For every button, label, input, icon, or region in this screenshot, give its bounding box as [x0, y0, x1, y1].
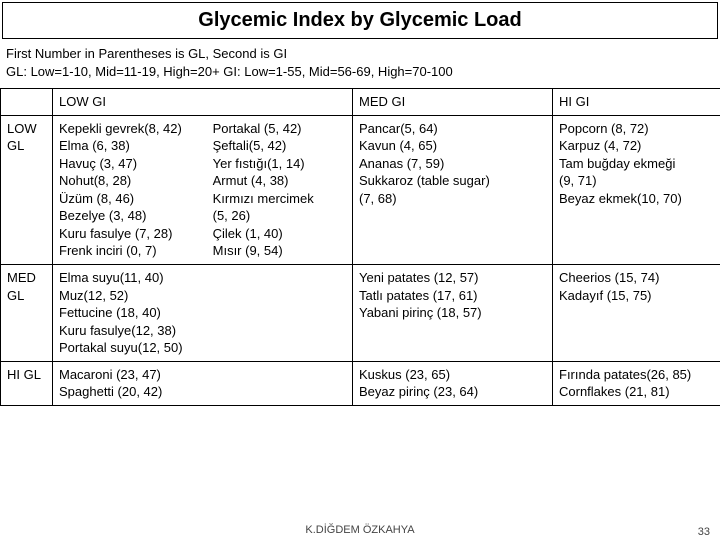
- header-blank: [1, 89, 53, 116]
- row-hi-gl: HI GL Macaroni (23, 47)Spaghetti (20, 42…: [1, 361, 720, 405]
- label-text: LOW: [7, 121, 37, 136]
- cell-low-gl-hi-gi: Popcorn (8, 72)Karpuz (4, 72)Tam buğday …: [553, 115, 720, 264]
- cell-low-gl-med-gi: Pancar(5, 64)Kavun (4, 65)Ananas (7, 59)…: [353, 115, 553, 264]
- cell-med-gl-hi-gi: Cheerios (15, 74)Kadayıf (15, 75): [553, 265, 720, 362]
- page-number: 33: [698, 526, 710, 538]
- header-hi-gi: HI GI: [553, 89, 720, 116]
- subtitle: First Number in Parentheses is GL, Secon…: [0, 41, 720, 88]
- cell-hi-gl-med-gi: Kuskus (23, 65)Beyaz pirinç (23, 64): [353, 361, 553, 405]
- label-text: MED: [7, 270, 36, 285]
- footer-author: K.DİĞDEM ÖZKAHYA: [0, 524, 720, 536]
- low-gi-subcol-2: Portakal (5, 42)Şeftali(5, 42)Yer fıstığ…: [213, 120, 343, 260]
- table-header-row: LOW GI MED GI HI GI: [1, 89, 720, 116]
- cell-hi-gl-hi-gi: Fırında patates(26, 85)Cornflakes (21, 8…: [553, 361, 720, 405]
- row-label-hi-gl: HI GL: [1, 361, 53, 405]
- cell-hi-gl-low-gi: Macaroni (23, 47)Spaghetti (20, 42): [53, 361, 353, 405]
- label-text: GL: [7, 138, 24, 153]
- cell-med-gl-med-gi: Yeni patates (12, 57)Tatlı patates (17, …: [353, 265, 553, 362]
- subtitle-line-1: First Number in Parentheses is GL, Secon…: [6, 46, 287, 61]
- row-med-gl: MED GL Elma suyu(11, 40)Muz(12, 52)Fettu…: [1, 265, 720, 362]
- row-label-med-gl: MED GL: [1, 265, 53, 362]
- subtitle-line-2: GL: Low=1-10, Mid=11-19, High=20+ GI: Lo…: [6, 64, 453, 79]
- low-gi-subcol-1: Kepekli gevrek(8, 42)Elma (6, 38)Havuç (…: [59, 120, 209, 260]
- label-text: GL: [7, 288, 24, 303]
- cell-low-gl-low-gi: Kepekli gevrek(8, 42)Elma (6, 38)Havuç (…: [53, 115, 353, 264]
- row-low-gl: LOW GL Kepekli gevrek(8, 42)Elma (6, 38)…: [1, 115, 720, 264]
- header-low-gi: LOW GI: [53, 89, 353, 116]
- gi-gl-table: LOW GI MED GI HI GI LOW GL Kepekli gevre…: [0, 88, 720, 406]
- page-title: Glycemic Index by Glycemic Load: [2, 2, 718, 39]
- cell-med-gl-low-gi: Elma suyu(11, 40)Muz(12, 52)Fettucine (1…: [53, 265, 353, 362]
- header-med-gi: MED GI: [353, 89, 553, 116]
- row-label-low-gl: LOW GL: [1, 115, 53, 264]
